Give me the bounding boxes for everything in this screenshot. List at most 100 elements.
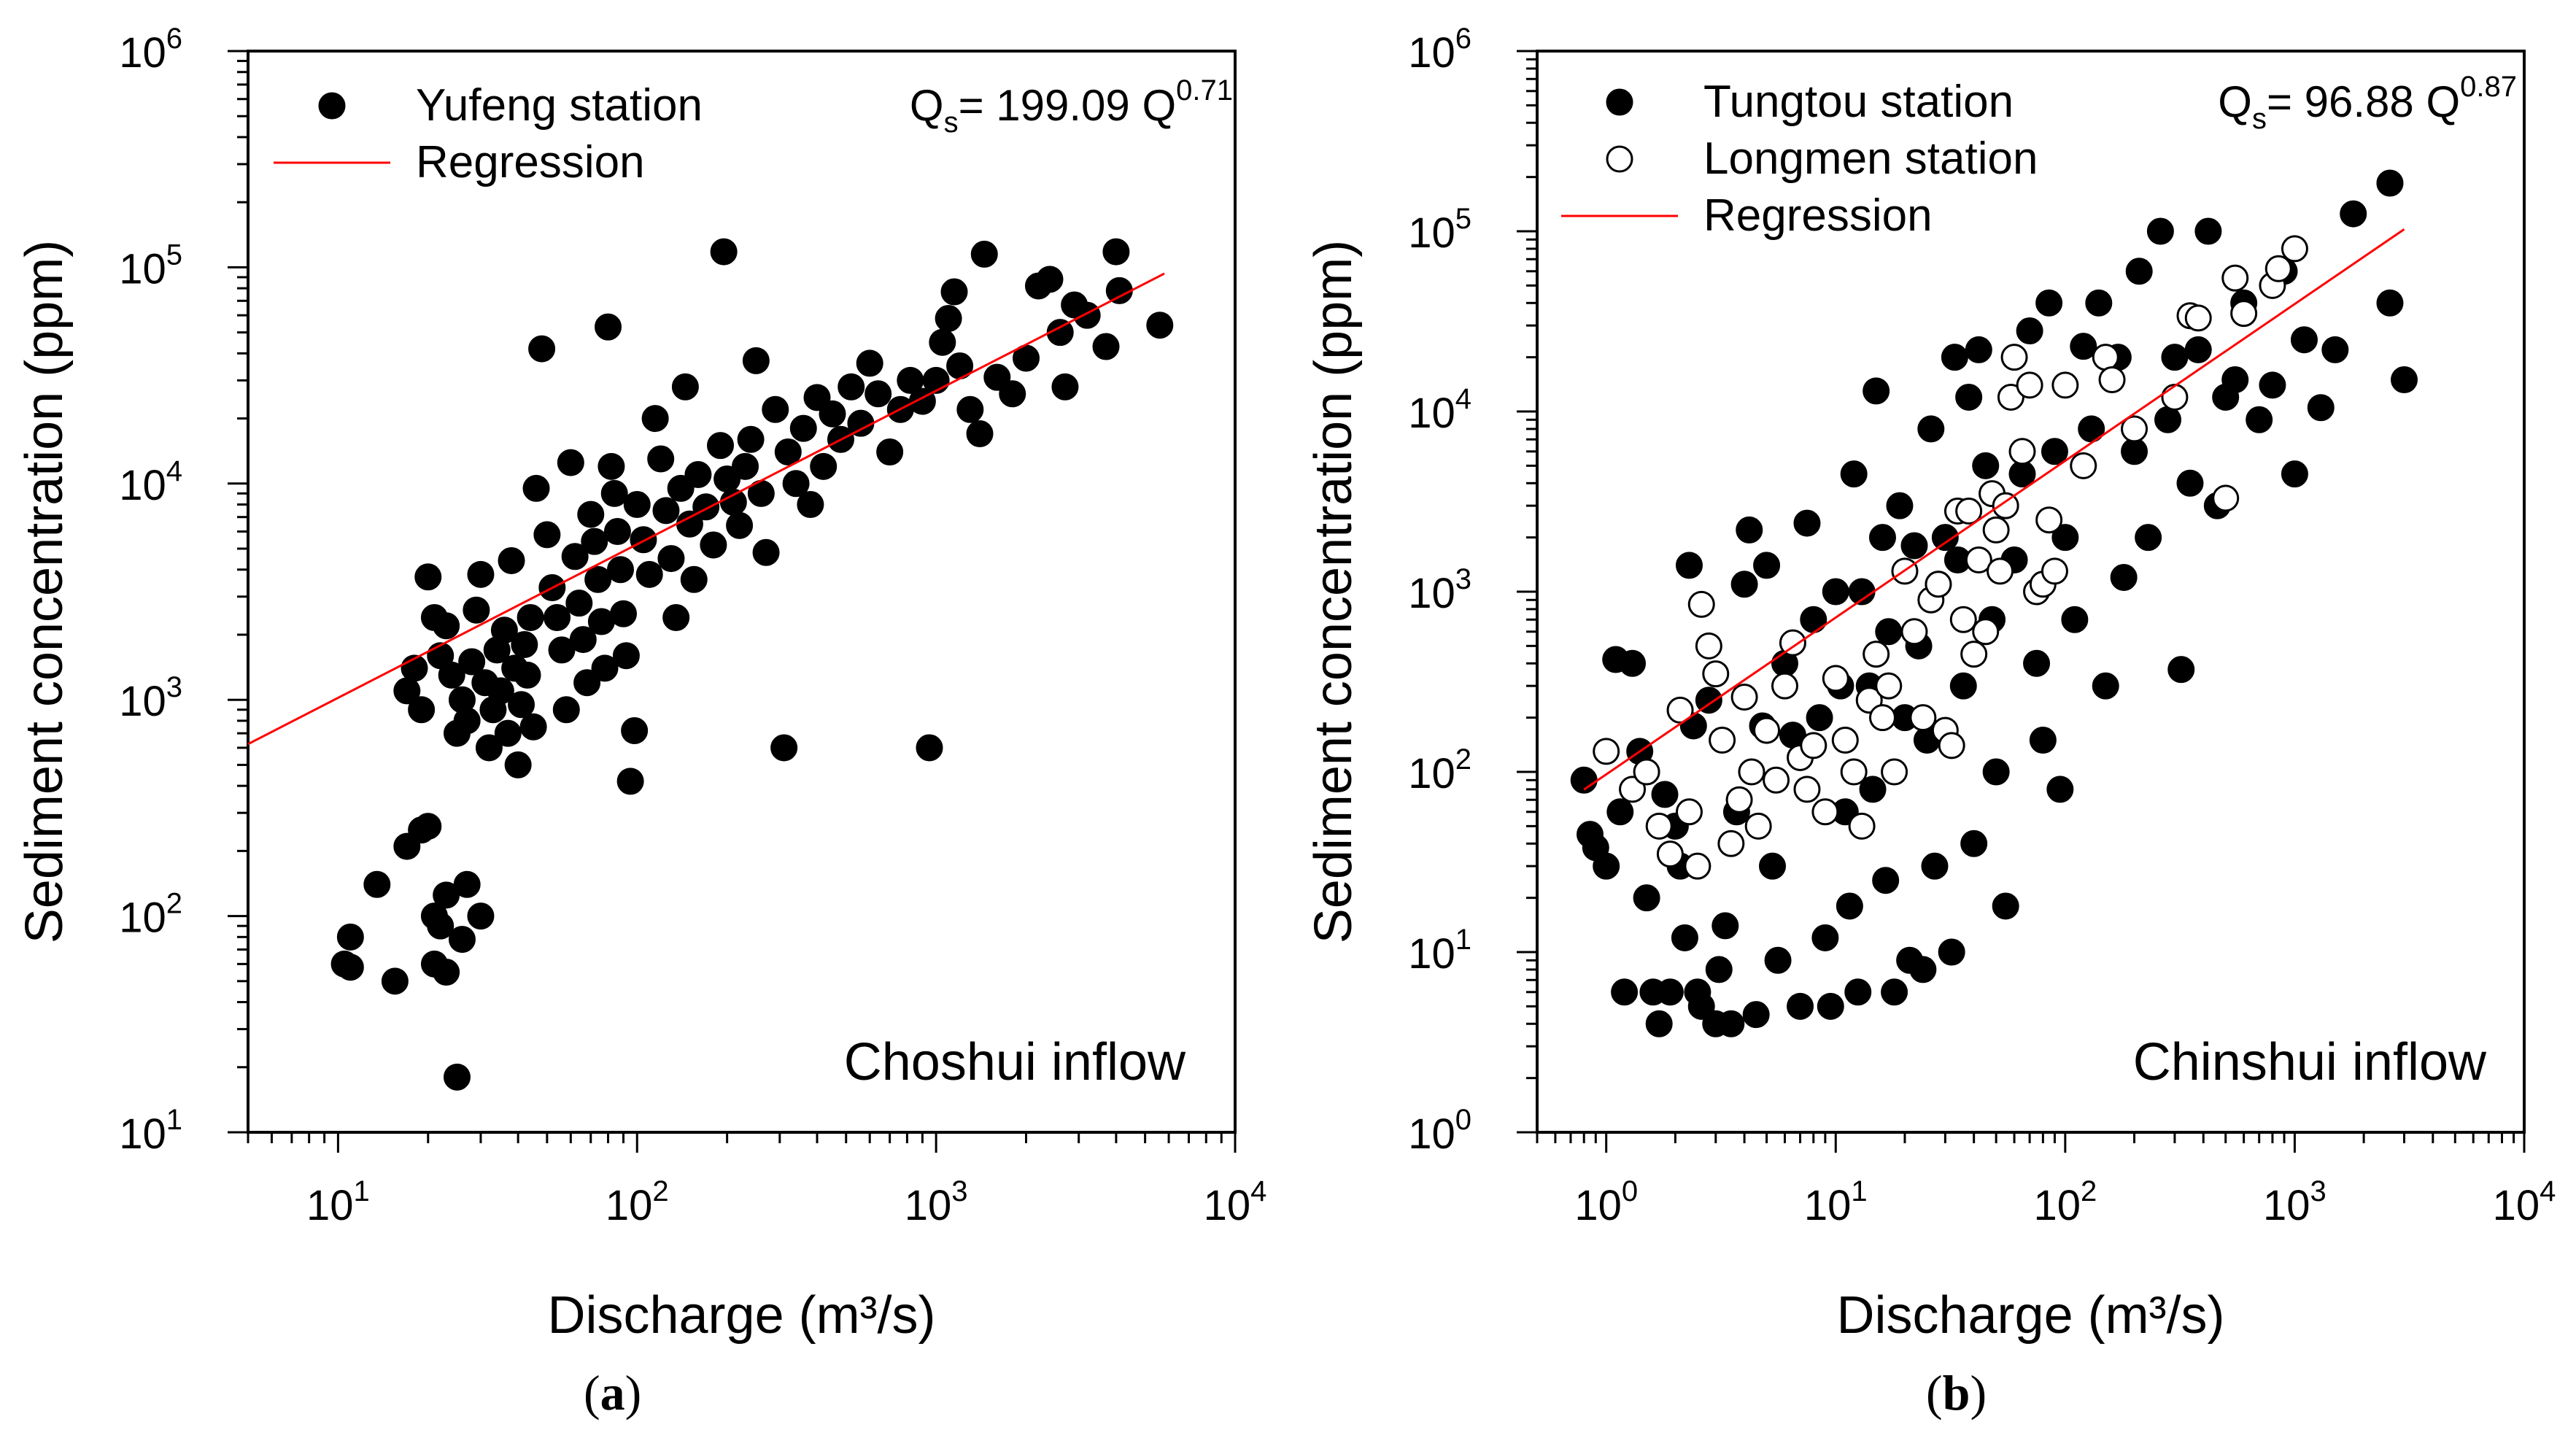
data-point: [1764, 946, 1792, 974]
data-point: [533, 521, 561, 549]
data-point: [2085, 289, 2113, 317]
data-point: [956, 395, 984, 423]
data-point: [2008, 460, 2036, 488]
data-point: [1051, 373, 1079, 401]
data-point: [1725, 786, 1753, 813]
data-point: [2061, 606, 2089, 633]
data-point: [600, 479, 628, 507]
y-ticks: 100 101 102 103 104 105 106: [1408, 23, 1537, 1158]
data-point: [1881, 978, 1908, 1006]
data-point: [1753, 716, 1781, 744]
regression-line: [1583, 228, 2405, 791]
data-point: [803, 384, 831, 411]
data-point: [2340, 200, 2367, 228]
data-point: [1859, 776, 1887, 803]
data-point: [1938, 732, 1965, 759]
data-point: [2035, 506, 2063, 534]
data-point: [710, 238, 738, 266]
data-point: [1848, 812, 1876, 840]
data-point: [1705, 956, 1733, 983]
data-point: [414, 813, 442, 840]
data-point: [2121, 438, 2148, 465]
legend-label: Regression: [1703, 190, 1933, 241]
data-point: [1806, 704, 1833, 732]
data-point: [2376, 169, 2404, 197]
data-point: [519, 713, 547, 741]
y-tick-label: 105: [1408, 203, 1471, 257]
data-point: [1102, 238, 1130, 266]
data-point: [616, 768, 644, 795]
data-point: [1965, 336, 1992, 363]
data-point: [1921, 852, 1949, 880]
x-tick-label: 103: [905, 1175, 968, 1229]
data-point: [1868, 524, 1896, 552]
data-point: [511, 631, 538, 659]
data-point: [1092, 333, 1120, 360]
data-point: [1840, 460, 1868, 488]
data-point: [684, 461, 712, 489]
data-point: [1844, 978, 1872, 1006]
data-point: [1800, 606, 1827, 633]
data-point: [922, 366, 950, 394]
data-point: [1836, 892, 1863, 920]
data-point: [770, 734, 798, 762]
data-point: [692, 493, 720, 521]
data-point: [1645, 1010, 1673, 1037]
data-point: [819, 400, 846, 428]
data-point: [2146, 217, 2174, 245]
data-point: [1671, 924, 1698, 951]
data-point: [1684, 852, 1711, 880]
series-tungtou-station: [1570, 169, 2418, 1037]
data-point: [2110, 563, 2138, 591]
x-axis-label: Discharge (m³/s): [547, 1286, 935, 1345]
legend-label: Tungtou station: [1703, 77, 2014, 127]
data-point: [2281, 235, 2308, 263]
data-point: [1656, 978, 1684, 1006]
data-point: [1931, 524, 1959, 552]
data-point: [1787, 992, 1814, 1020]
data-point: [363, 870, 391, 898]
data-point: [498, 546, 525, 574]
data-point: [1965, 546, 1992, 574]
data-point: [1987, 557, 2014, 585]
data-point: [1972, 618, 2000, 646]
data-point: [1822, 665, 1849, 692]
data-point: [1992, 892, 2019, 920]
data-point: [732, 452, 759, 480]
data-point: [1606, 798, 1634, 826]
data-point: [2000, 344, 2028, 371]
data-point: [1941, 344, 1968, 371]
data-point: [548, 636, 576, 664]
data-layer: [248, 238, 1174, 1091]
data-point: [2259, 371, 2286, 399]
data-point: [1868, 704, 1896, 732]
x-ticks: 101 102 103 104: [247, 1132, 1266, 1229]
y-tick-label: 104: [1408, 383, 1471, 437]
data-point: [2194, 217, 2222, 245]
data-point: [726, 511, 754, 539]
data-point: [1645, 812, 1673, 840]
data-point: [1105, 277, 1133, 304]
data-point: [1817, 992, 1844, 1020]
plot-frame: [247, 50, 1237, 1134]
data-point: [2161, 344, 2189, 371]
data-point: [584, 565, 612, 593]
data-point: [475, 734, 503, 762]
data-point: [1863, 641, 1890, 668]
data-point: [2167, 656, 2195, 684]
data-point: [544, 604, 571, 632]
x-tick-label: 102: [606, 1175, 669, 1229]
data-point: [999, 380, 1026, 408]
panel-b-label-letter: b: [1942, 1365, 1970, 1420]
data-point: [1909, 704, 1937, 732]
data-point: [414, 563, 442, 591]
data-point: [1800, 732, 1827, 759]
x-tick-label: 100: [1574, 1175, 1638, 1229]
data-point: [408, 696, 436, 724]
data-point: [2281, 460, 2308, 488]
data-point: [1709, 727, 1736, 754]
data-point: [552, 696, 580, 724]
panel-a-label-letter: a: [600, 1365, 625, 1420]
data-point: [1900, 618, 1928, 646]
